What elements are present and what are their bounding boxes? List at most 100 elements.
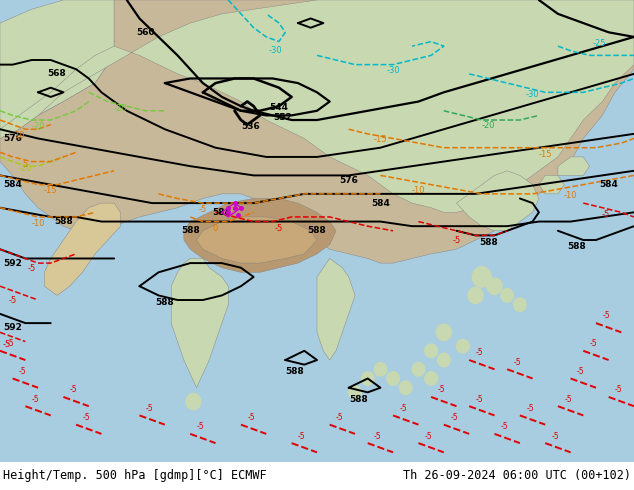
Text: -15: -15: [373, 135, 387, 144]
Text: 5: 5: [23, 160, 28, 169]
Circle shape: [437, 353, 450, 367]
Text: 544: 544: [269, 102, 288, 112]
Text: -5: -5: [476, 394, 483, 404]
Circle shape: [374, 363, 387, 376]
Circle shape: [361, 372, 374, 385]
Circle shape: [387, 372, 399, 385]
Text: -30: -30: [269, 46, 283, 55]
Text: 552: 552: [273, 113, 292, 122]
Text: -15: -15: [538, 149, 552, 159]
Text: 568: 568: [48, 70, 67, 78]
Text: -5: -5: [552, 432, 559, 441]
Circle shape: [436, 324, 451, 341]
Text: -20: -20: [113, 103, 127, 113]
Circle shape: [349, 386, 361, 399]
Text: Th 26-09-2024 06:00 UTC (00+102): Th 26-09-2024 06:00 UTC (00+102): [403, 469, 631, 482]
Text: 588: 588: [155, 298, 174, 307]
Text: -5: -5: [399, 404, 407, 413]
Text: -5: -5: [6, 339, 14, 348]
Text: -5: -5: [146, 404, 153, 413]
Text: -5: -5: [336, 413, 344, 422]
Text: -5: -5: [70, 385, 77, 394]
Text: -5: -5: [374, 432, 382, 441]
Text: -5: -5: [275, 224, 283, 233]
Polygon shape: [0, 0, 114, 139]
Text: -15: -15: [44, 186, 58, 195]
Text: -5: -5: [452, 237, 461, 245]
Text: -5: -5: [514, 358, 521, 367]
Text: 576: 576: [339, 175, 358, 185]
Text: 0: 0: [213, 224, 218, 233]
Text: 588: 588: [54, 217, 73, 226]
Text: -5: -5: [476, 348, 483, 357]
Text: 584: 584: [3, 180, 22, 189]
Text: 588: 588: [181, 226, 200, 235]
Text: 592: 592: [3, 323, 22, 332]
Text: -5: -5: [602, 312, 610, 320]
Text: 588: 588: [567, 243, 586, 251]
Circle shape: [472, 267, 491, 287]
Text: 584: 584: [212, 208, 231, 217]
Text: -5: -5: [526, 404, 534, 413]
Circle shape: [412, 363, 425, 376]
Text: -10: -10: [564, 191, 578, 200]
Text: -20: -20: [481, 121, 495, 130]
Text: -5: -5: [437, 385, 445, 394]
Circle shape: [425, 344, 437, 358]
Text: -5: -5: [197, 422, 204, 431]
Text: -5: -5: [577, 367, 585, 376]
Text: -5: -5: [590, 339, 597, 348]
Text: -20: -20: [18, 164, 32, 172]
Text: -30: -30: [386, 66, 400, 74]
Polygon shape: [184, 198, 336, 272]
Polygon shape: [317, 259, 355, 360]
Text: 588: 588: [307, 226, 327, 235]
Text: -5: -5: [198, 205, 207, 214]
Text: 584: 584: [599, 180, 618, 189]
Text: -25: -25: [592, 39, 606, 48]
Text: -5: -5: [601, 210, 610, 219]
Polygon shape: [558, 157, 590, 175]
Text: 560: 560: [136, 28, 155, 37]
Text: -5: -5: [450, 413, 458, 422]
Polygon shape: [197, 217, 317, 263]
Text: -5: -5: [19, 367, 27, 376]
Circle shape: [456, 340, 469, 353]
Text: -5: -5: [247, 413, 255, 422]
Text: 10: 10: [14, 131, 24, 140]
Text: -5: -5: [82, 413, 90, 422]
Circle shape: [468, 287, 483, 303]
Circle shape: [425, 372, 437, 385]
Text: 584: 584: [371, 198, 390, 208]
Text: 592: 592: [3, 259, 22, 268]
Text: -5: -5: [298, 432, 306, 441]
Circle shape: [487, 278, 502, 294]
Text: 536: 536: [241, 122, 260, 131]
Polygon shape: [0, 0, 634, 212]
Polygon shape: [44, 203, 120, 295]
Circle shape: [514, 298, 526, 312]
Text: -5: -5: [564, 394, 572, 404]
Polygon shape: [539, 175, 564, 194]
Text: -5: -5: [501, 422, 508, 431]
Circle shape: [399, 381, 412, 394]
Text: 576: 576: [3, 134, 22, 143]
Text: 588: 588: [285, 367, 304, 376]
Text: -5: -5: [615, 385, 623, 394]
Text: -20: -20: [31, 122, 45, 131]
Text: -10: -10: [31, 219, 45, 228]
Text: -10: -10: [411, 186, 425, 195]
Text: -30: -30: [526, 90, 540, 99]
Polygon shape: [171, 259, 228, 388]
Text: -5: -5: [2, 340, 11, 349]
Text: 588: 588: [479, 238, 498, 247]
Text: -5: -5: [425, 432, 432, 441]
Circle shape: [501, 289, 514, 302]
Polygon shape: [456, 171, 539, 231]
Text: -5: -5: [32, 394, 39, 404]
Text: -5: -5: [8, 296, 17, 305]
Polygon shape: [0, 0, 634, 263]
Text: Height/Temp. 500 hPa [gdmp][°C] ECMWF: Height/Temp. 500 hPa [gdmp][°C] ECMWF: [3, 469, 267, 482]
Text: 588: 588: [349, 395, 368, 404]
Circle shape: [186, 393, 201, 410]
